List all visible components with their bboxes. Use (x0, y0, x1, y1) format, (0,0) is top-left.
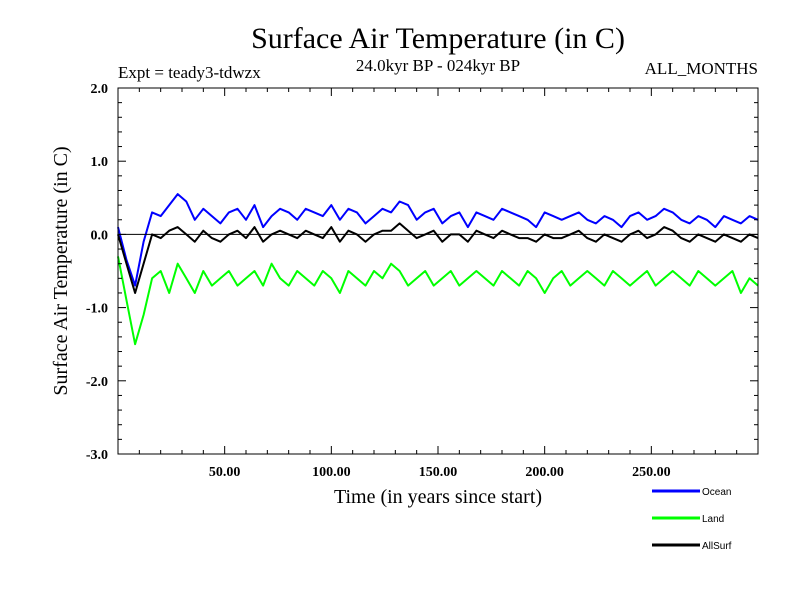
series-line-land (117, 256, 759, 346)
x-tick-label: 250.00 (632, 465, 671, 480)
y-tick-label: 0.0 (91, 228, 109, 243)
chart-subtitle-months: ALL_MONTHS (645, 59, 758, 78)
y-tick-label: 1.0 (91, 155, 109, 170)
legend-label-ocean: Ocean (702, 487, 731, 498)
y-tick-label: -2.0 (86, 375, 108, 390)
x-tick-label: 100.00 (312, 465, 351, 480)
x-tick-label: 50.00 (209, 465, 241, 480)
x-tick-label: 200.00 (525, 465, 564, 480)
legend-label-land: Land (702, 514, 724, 525)
legend: Ocean Land AllSurf (652, 487, 732, 552)
series-layer (117, 193, 759, 346)
chart-title: Surface Air Temperature (in C) (251, 22, 625, 55)
y-tick-label: -1.0 (86, 302, 108, 317)
y-tick-label: -3.0 (86, 448, 108, 463)
plot-frame (117, 87, 759, 455)
legend-label-allsurf: AllSurf (702, 541, 732, 552)
y-tick-label: 2.0 (91, 82, 109, 97)
series-line-ocean (117, 193, 759, 287)
x-axis-label: Time (in years since start) (334, 486, 542, 508)
chart-subtitle-experiment: Expt = teady3-tdwzx (118, 63, 261, 82)
chart-subtitle-period: 24.0kyr BP - 024kyr BP (356, 56, 520, 75)
x-tick-label: 150.00 (419, 465, 458, 480)
y-axis-label: Surface Air Temperature (in C) (50, 146, 72, 395)
series-line-allsurf (117, 222, 759, 294)
x-axis: 50.00 100.00 150.00 200.00 250.00 (117, 88, 759, 480)
y-axis: 2.0 1.0 0.0 -1.0 -2.0 -3.0 (86, 82, 758, 463)
